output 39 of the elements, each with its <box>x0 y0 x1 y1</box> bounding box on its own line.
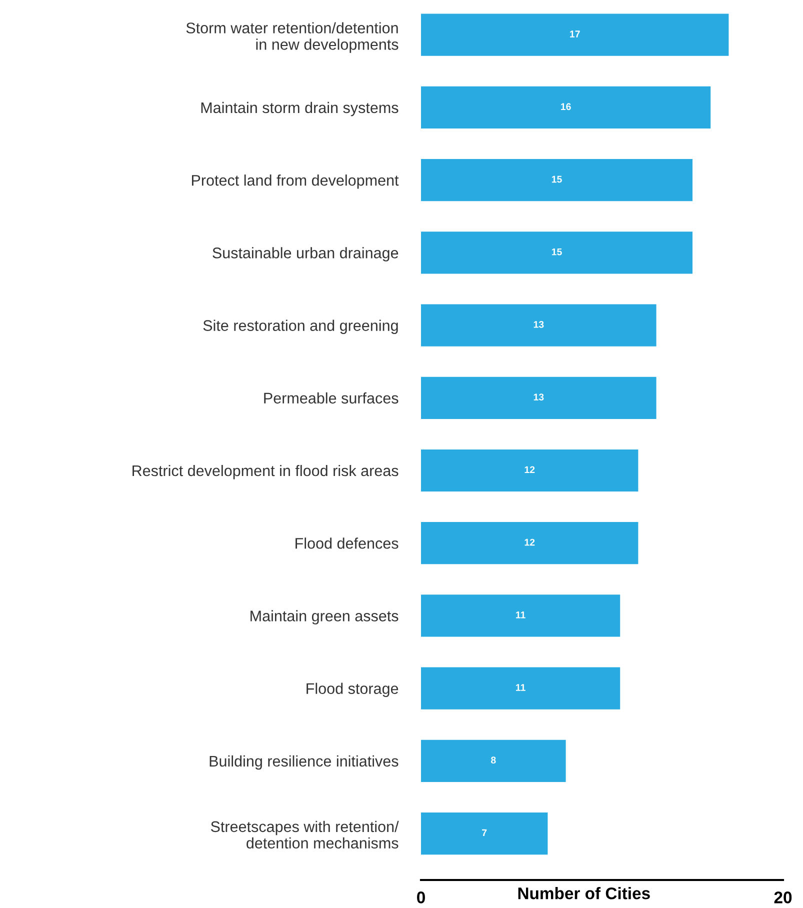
y-tick-label: Restrict development in flood risk areas <box>132 464 398 480</box>
y-tick-label: Flood defences <box>296 538 398 549</box>
x-tick-label: 20 <box>774 892 792 904</box>
data-label: 8 <box>491 756 496 764</box>
y-tick-label: Storm water retention/detention in new developments <box>186 22 398 53</box>
bar <box>421 232 692 274</box>
data-label: 15 <box>552 248 562 256</box>
y-tick-label: Maintain green assets <box>250 610 398 624</box>
data-label: 16 <box>561 103 571 110</box>
bar <box>421 376 656 419</box>
y-tick-label: Sustainable urban drainage <box>212 247 398 262</box>
y-tick-label: Maintain storm drain systems <box>201 102 398 116</box>
data-label: 11 <box>516 612 526 618</box>
y-tick-label: Protect land from development <box>192 174 399 189</box>
bar <box>421 812 548 855</box>
bar <box>421 522 638 564</box>
bar <box>421 667 620 710</box>
data-label: 12 <box>524 538 535 546</box>
data-label: 7 <box>482 829 487 836</box>
y-tick-label: Flood storage <box>306 682 398 698</box>
data-label: 11 <box>516 684 526 691</box>
y-tick-label: Building resilience initiatives <box>210 755 398 770</box>
x-axis-title: Number of Cities <box>518 887 650 900</box>
bar <box>421 594 620 637</box>
y-tick-label: Streetscapes with retention/ detention mechanisms <box>210 820 399 849</box>
data-label: 13 <box>534 394 544 401</box>
y-tick-label: Site restoration and greening <box>203 320 398 334</box>
bar <box>421 86 711 129</box>
data-label: 12 <box>524 466 535 474</box>
bar <box>421 449 638 492</box>
bar <box>421 14 729 56</box>
bar <box>421 304 656 346</box>
x-tick-label: 0 <box>417 892 425 904</box>
data-label: 17 <box>570 30 580 38</box>
y-tick-label: Permeable surfaces <box>264 392 398 404</box>
data-label: 13 <box>534 321 544 328</box>
bar <box>421 740 566 782</box>
data-label: 15 <box>552 176 562 183</box>
bar <box>421 159 692 202</box>
